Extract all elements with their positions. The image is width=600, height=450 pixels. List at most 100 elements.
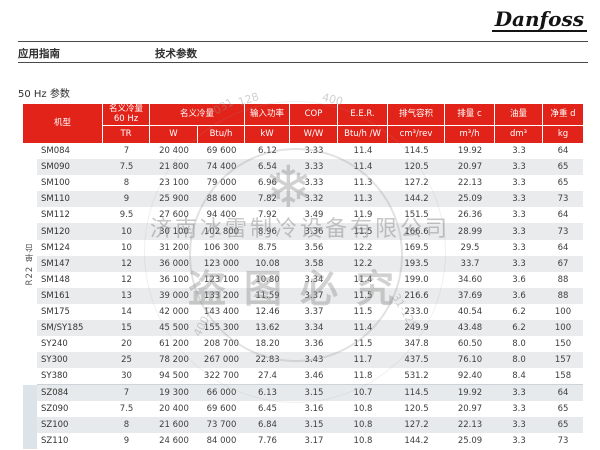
value-cell: 21 600: [159, 419, 189, 430]
value-cell: 9: [123, 435, 130, 446]
model-cell: SM090: [41, 162, 70, 173]
value-cell: 3.6: [512, 274, 526, 285]
header-eer: E.E.R.: [338, 104, 388, 126]
value-cell: 11.3: [353, 178, 373, 189]
value-cell: 69 600: [206, 403, 237, 414]
table-row: SM090 7.5 21 800 74 400 6.54 3.33 11.4 120.5 20.…: [37, 159, 583, 176]
value-cell: 3.3: [512, 226, 526, 237]
value-cell: 65: [557, 178, 569, 189]
value-cell: 3.3: [512, 146, 526, 157]
value-cell: 25: [121, 355, 132, 366]
value-cell: 34.60: [457, 274, 483, 285]
header-nominal-capacity: 名义冷量: [150, 104, 245, 126]
section-title-50hz: 50 Hz 参数: [18, 89, 70, 100]
value-cell: 27 600: [159, 210, 189, 221]
unit-ww: W/W: [290, 126, 338, 143]
group-band-r22: R22 单台: [23, 143, 37, 385]
value-cell: 3.33: [304, 162, 324, 173]
value-cell: 233.0: [404, 306, 429, 317]
model-cell: SM161: [41, 290, 70, 301]
value-cell: 12.46: [255, 306, 280, 317]
value-cell: 3.46: [304, 371, 324, 382]
value-cell: 3.3: [512, 387, 526, 398]
value-cell: 6.12: [258, 146, 277, 157]
value-cell: 19.92: [457, 387, 483, 398]
value-cell: 123 100: [203, 274, 240, 285]
value-cell: 8.96: [258, 226, 277, 237]
value-cell: 3.32: [304, 194, 324, 205]
value-cell: 84 000: [206, 435, 237, 446]
value-cell: 3.16: [304, 403, 324, 414]
value-cell: 7.92: [258, 210, 277, 221]
value-cell: 64: [557, 146, 569, 157]
value-cell: 73 700: [206, 419, 237, 430]
table-row: SM100 8 23 100 79 000 6.96 3.33 11.3 127.2 22.13…: [37, 175, 583, 192]
table-row: SZ090 7.5 20 400 69 600 6.45 3.16 10.8 120.5 20.…: [37, 400, 583, 417]
value-cell: 19 300: [159, 387, 189, 398]
value-cell: 10.7: [353, 387, 373, 398]
value-cell: 6.13: [258, 387, 277, 398]
value-cell: 8: [123, 419, 130, 430]
unit-kg: kg: [543, 126, 583, 143]
value-cell: 78 200: [159, 355, 189, 366]
value-cell: 8.0: [512, 355, 526, 366]
model-cell: SM124: [41, 242, 70, 253]
divider-line-top: [18, 41, 588, 42]
unit-w: W: [150, 126, 198, 143]
model-cell: SY240: [41, 339, 68, 350]
value-cell: 33.7: [460, 258, 480, 269]
value-cell: 11.5: [353, 339, 373, 350]
value-cell: 158: [554, 371, 572, 382]
value-cell: 8.75: [258, 242, 277, 253]
model-cell: SM175: [41, 306, 70, 317]
value-cell: 94 500: [159, 371, 189, 382]
value-cell: 6.2: [512, 323, 526, 334]
header-net-weight: 净重 d: [543, 104, 583, 126]
value-cell: 166.6: [404, 226, 429, 237]
value-cell: 3.34: [304, 323, 324, 334]
value-cell: 3.36: [304, 226, 324, 237]
model-cell: SY300: [41, 355, 68, 366]
value-cell: 19.92: [457, 146, 483, 157]
value-cell: 18.20: [255, 339, 280, 350]
value-cell: 10.80: [255, 274, 280, 285]
value-cell: 249.9: [404, 323, 429, 334]
table-row: SM112 9.5 27 600 94 400 7.92 3.49 11.9 151.5 26.…: [37, 207, 583, 224]
model-cell: SZ084: [41, 387, 69, 398]
value-cell: 11.9: [353, 210, 373, 221]
value-cell: 10.8: [353, 435, 373, 446]
value-cell: 42 000: [159, 306, 189, 317]
value-cell: 144.2: [404, 194, 429, 205]
value-cell: 22.83: [255, 355, 280, 366]
model-cell: SZ110: [41, 435, 69, 446]
unit-dm3: dm³: [495, 126, 543, 143]
value-cell: 199.0: [404, 274, 429, 285]
table-row: SM/SY185 15 45 500 155 300 13.62 3.34 11.4 249.…: [37, 320, 583, 337]
table-row: SY300 25 78 200 267 000 22.83 3.43 11.7 437.5 76…: [37, 352, 583, 369]
table-row: SM148 12 36 100 123 100 10.80 3.34 11.4 199.0 34…: [37, 271, 583, 288]
value-cell: 31 200: [159, 242, 189, 253]
value-cell: 3.58: [304, 258, 324, 269]
value-cell: 12: [121, 274, 132, 285]
table-row: SY240 20 61 200 208 700 18.20 3.36 11.5 347.8 60…: [37, 336, 583, 353]
value-cell: 20.97: [457, 162, 483, 173]
value-cell: 11.5: [353, 290, 373, 301]
value-cell: 40.54: [457, 306, 483, 317]
table-row: SM120 10 30 100 102 800 8.96 3.36 11.5 166.6 28.…: [37, 223, 583, 240]
value-cell: 133 200: [203, 290, 240, 301]
value-cell: 22.13: [457, 178, 483, 189]
value-cell: 6.2: [512, 306, 526, 317]
value-cell: 64: [557, 387, 569, 398]
value-cell: 3.49: [304, 210, 324, 221]
header-nominal-capacity-60hz: 名义冷量 60 Hz: [103, 104, 150, 126]
value-cell: 106 300: [203, 242, 240, 253]
model-cell: SM147: [41, 258, 70, 269]
model-cell: SM084: [41, 146, 70, 157]
value-cell: 144.2: [404, 435, 429, 446]
value-cell: 3.17: [304, 435, 324, 446]
value-cell: 120.5: [404, 403, 429, 414]
group-band-sz: [23, 384, 37, 449]
value-cell: 157: [554, 355, 572, 366]
value-cell: 3.33: [304, 146, 324, 157]
value-cell: 45 500: [159, 323, 189, 334]
